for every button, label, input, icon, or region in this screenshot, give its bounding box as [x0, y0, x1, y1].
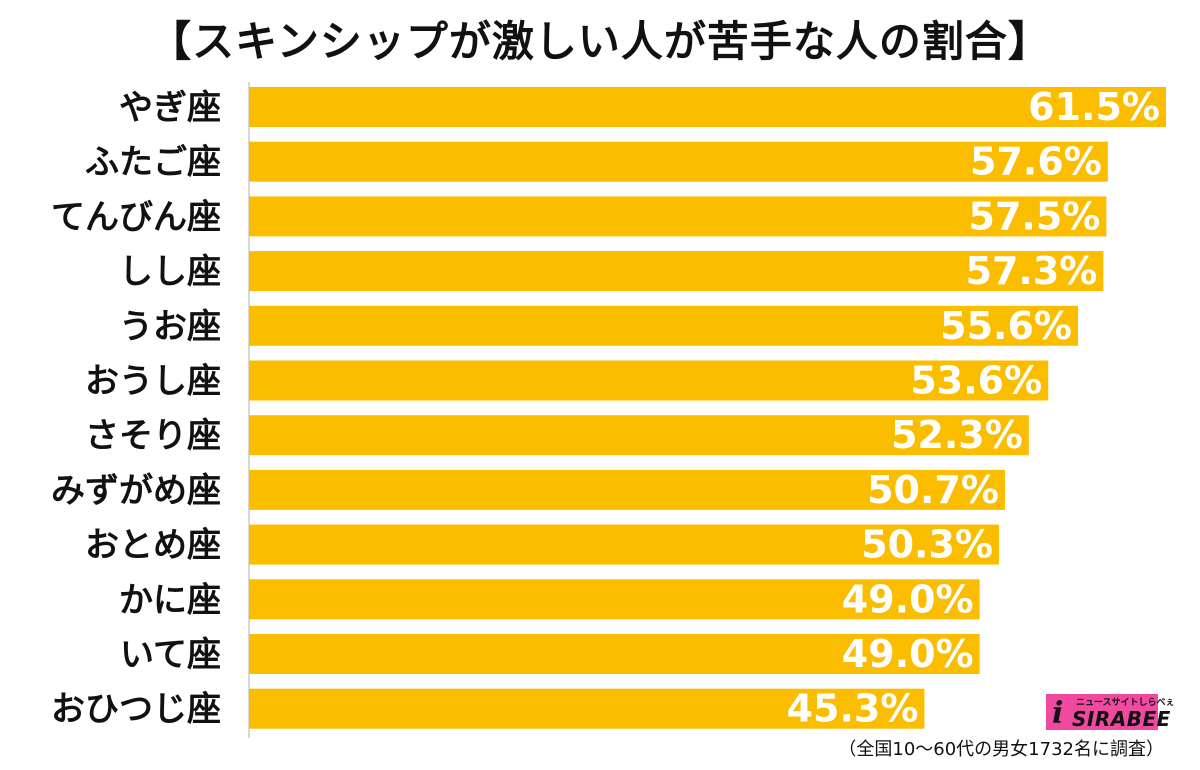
- logo-text: SIRABEE: [1072, 707, 1171, 731]
- bar-5: [249, 305, 1079, 346]
- bar-2: [249, 141, 1108, 182]
- chart-title: 【スキンシップが激しい人が苦手な人の割合】: [149, 17, 1051, 66]
- category-label-11: いて座: [120, 635, 221, 675]
- value-label-5: 55.6%: [940, 304, 1072, 348]
- survey-footnote: （全国10〜60代の男女1732名に調査）: [838, 739, 1164, 760]
- value-label-10: 49.0%: [842, 577, 974, 621]
- value-label-7: 52.3%: [891, 413, 1023, 457]
- value-label-3: 57.5%: [969, 194, 1101, 238]
- category-label-1: やぎ座: [119, 88, 221, 128]
- bar-9: [249, 524, 1000, 565]
- bar-11: [249, 634, 980, 674]
- category-label-4: しし座: [119, 252, 221, 292]
- bar-10: [249, 579, 980, 620]
- value-label-1: 61.5%: [1028, 85, 1160, 129]
- value-label-2: 57.6%: [970, 140, 1102, 184]
- sirabee-logo: i ニュースサイトしらべぇ SIRABEE: [1046, 694, 1175, 731]
- value-label-6: 53.6%: [910, 359, 1042, 403]
- value-label-9: 50.3%: [861, 523, 993, 567]
- category-label-8: みずがめ座: [51, 471, 221, 511]
- value-label-4: 57.3%: [966, 249, 1098, 293]
- logo-subtext: ニュースサイトしらべぇ: [1076, 698, 1175, 708]
- value-label-12: 45.3%: [787, 687, 919, 731]
- bar-3: [249, 196, 1107, 237]
- category-label-12: おひつじ座: [51, 690, 221, 730]
- category-label-3: てんびん座: [51, 197, 221, 237]
- category-label-5: うお座: [119, 307, 221, 347]
- bar-8: [249, 469, 1005, 510]
- value-label-11: 49.0%: [842, 632, 974, 676]
- value-label-8: 50.7%: [867, 468, 999, 512]
- category-label-6: おうし座: [85, 362, 221, 402]
- bar-12: [249, 688, 925, 729]
- bar-6: [249, 360, 1049, 401]
- bar-4: [249, 251, 1104, 292]
- bar-1: [249, 87, 1166, 127]
- category-label-9: おとめ座: [85, 526, 221, 566]
- category-label-10: かに座: [119, 580, 221, 620]
- category-label-7: さそり座: [85, 416, 221, 456]
- bar-7: [249, 415, 1029, 456]
- logo-i-glyph: i: [1052, 696, 1064, 731]
- category-label-2: ふたご座: [85, 143, 221, 183]
